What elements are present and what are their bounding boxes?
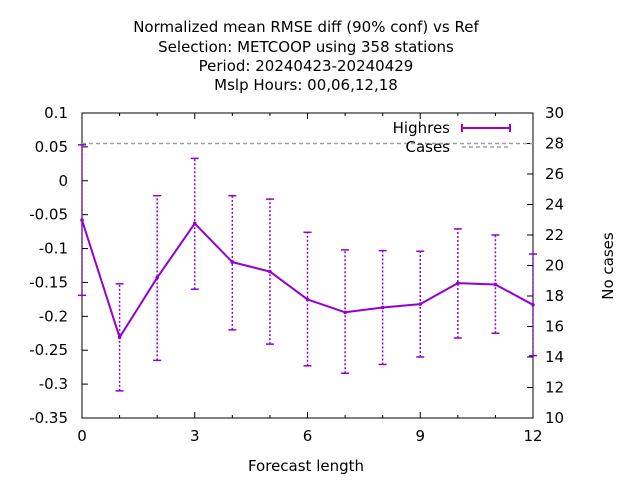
x-tick-label-0: 0 bbox=[77, 427, 87, 445]
y2-tick-label-3: 24 bbox=[545, 196, 564, 214]
y2-tick-label-2: 26 bbox=[545, 165, 564, 183]
data-point-8 bbox=[380, 305, 385, 310]
ticks-layer: 0 3 6 9 12 0.1 0.05 0 -0.05 -0.1 -0.15 -0.2 -0.25 -0.… bbox=[29, 104, 564, 445]
y-tick-label-8: -0.3 bbox=[39, 375, 68, 393]
x-tick-label-1: 3 bbox=[190, 427, 200, 445]
title-line-1: Normalized mean RMSE diff (90% conf) vs … bbox=[133, 18, 479, 36]
title-line-3: Period: 20240423-20240429 bbox=[199, 57, 414, 75]
y2-axis-label: No cases bbox=[599, 232, 617, 300]
y-tick-label-7: -0.25 bbox=[29, 341, 68, 359]
data-point-10 bbox=[456, 281, 460, 285]
y2-tick-label-9: 12 bbox=[545, 379, 564, 397]
legend-label-cases: Cases bbox=[405, 138, 450, 156]
data-point-3 bbox=[192, 221, 197, 226]
x-tick-label-4: 12 bbox=[523, 427, 542, 445]
chart-title: Normalized mean RMSE diff (90% conf) vs … bbox=[133, 18, 479, 94]
y-tick-label-4: -0.1 bbox=[39, 240, 68, 258]
y2-tick-label-1: 28 bbox=[545, 135, 564, 153]
y2-tick-label-0: 30 bbox=[545, 104, 564, 122]
legend-label-highres: Highres bbox=[393, 119, 451, 137]
data-point-6 bbox=[305, 297, 310, 302]
data-point-7 bbox=[343, 310, 347, 315]
y2-tick-label-10: 10 bbox=[545, 409, 564, 427]
x-axis-label: Forecast length bbox=[248, 457, 364, 475]
data-point-12 bbox=[531, 303, 535, 307]
data-point-11 bbox=[493, 282, 498, 287]
x-tick-label-3: 9 bbox=[415, 427, 425, 445]
title-line-2: Selection: METCOOP using 358 stations bbox=[158, 38, 454, 56]
title-line-4: Mslp Hours: 00,06,12,18 bbox=[214, 76, 398, 94]
data-point-1 bbox=[117, 335, 122, 340]
y-tick-label-0: 0.1 bbox=[44, 104, 68, 122]
y-tick-label-3: -0.05 bbox=[29, 206, 68, 224]
y-tick-label-1: 0.05 bbox=[35, 138, 68, 156]
legend: Highres Cases bbox=[393, 119, 511, 156]
data-point-4 bbox=[230, 260, 235, 264]
y2-tick-label-5: 20 bbox=[545, 257, 564, 275]
y-tick-label-2: 0 bbox=[58, 172, 68, 190]
y-tick-label-5: -0.15 bbox=[29, 273, 68, 291]
y2-tick-label-8: 14 bbox=[545, 348, 564, 366]
data-point-5 bbox=[268, 269, 272, 274]
data-point-2 bbox=[155, 275, 159, 280]
y-tick-label-9: -0.35 bbox=[29, 409, 68, 427]
y-tick-label-6: -0.2 bbox=[39, 307, 68, 325]
y2-tick-label-6: 18 bbox=[545, 287, 564, 305]
y2-tick-label-7: 16 bbox=[545, 318, 564, 336]
x-tick-label-2: 6 bbox=[303, 427, 313, 445]
data-point-9 bbox=[418, 302, 423, 306]
y2-tick-label-4: 22 bbox=[545, 226, 564, 244]
data-point-0 bbox=[80, 218, 84, 222]
highres-series bbox=[78, 144, 537, 392]
